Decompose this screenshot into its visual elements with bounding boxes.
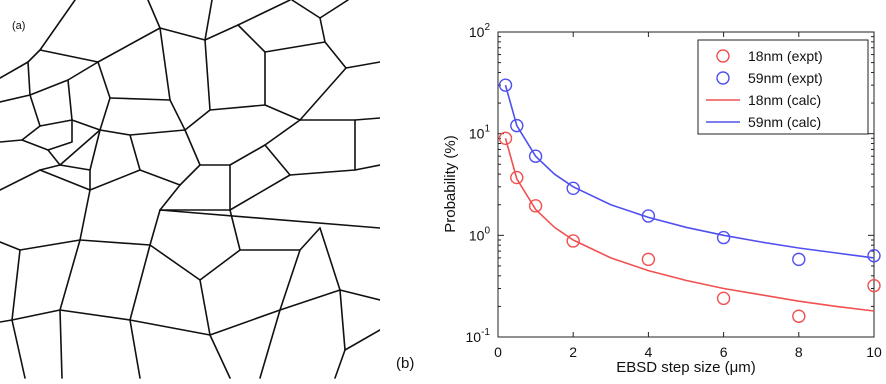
legend-marker	[716, 49, 730, 63]
x-tick-label: 2	[569, 344, 577, 360]
grain-boundaries	[0, 0, 381, 379]
legend-entry-label: 18nm (expt)	[748, 48, 823, 64]
data-point	[528, 149, 543, 163]
data-point	[566, 234, 580, 248]
x-tick-label: 6	[720, 344, 728, 360]
y-tick-label: 100	[469, 225, 491, 243]
data-point	[867, 249, 881, 263]
legend-entry-label: 59nm (expt)	[748, 70, 823, 86]
x-axis-ticks: 0 2 4 6 8 10	[494, 32, 882, 360]
data-point	[716, 291, 731, 306]
data-point	[510, 118, 524, 133]
data-point	[510, 170, 524, 185]
legend-entry-label: 18nm (calc)	[748, 92, 821, 108]
data-point	[867, 278, 881, 293]
x-tick-label: 0	[494, 344, 502, 360]
data-point	[792, 309, 806, 323]
legend-marker	[716, 71, 730, 85]
series-line	[504, 138, 875, 312]
y-tick-label: 102	[469, 22, 491, 40]
y-axis-label: Probability (%)	[442, 135, 459, 233]
data-point	[641, 209, 656, 223]
y-axis-ticks: 10-1 100 101 102	[466, 22, 874, 345]
data-point	[498, 131, 513, 146]
panel-b-label: (b)	[396, 355, 414, 372]
data-point	[716, 230, 731, 245]
x-tick-label: 8	[795, 344, 803, 360]
panel-a-label: (a)	[12, 20, 25, 32]
x-tick-label: 10	[866, 344, 882, 360]
data-point	[566, 181, 580, 196]
probability-chart: 0 2 4 6 8 10 10-1 100 101 102 EBSD step size (μm…	[396, 22, 882, 376]
data-point	[528, 199, 543, 213]
y-tick-label: 101	[469, 124, 491, 142]
data-point	[792, 252, 806, 267]
series-line	[504, 84, 875, 259]
y-tick-label: 10-1	[466, 327, 491, 345]
data-point	[641, 252, 656, 267]
grain-network-drawing: (a)	[0, 0, 381, 379]
legend-box	[697, 39, 869, 135]
grain-network-panel: (a)	[0, 0, 381, 379]
probability-chart-panel: 0 2 4 6 8 10 10-1 100 101 102 EBSD step size (μm…	[380, 0, 886, 379]
legend: 18nm (expt) 59nm (expt) 18nm (calc) 59nm (c…	[697, 39, 869, 135]
series-layer	[498, 78, 881, 323]
x-tick-label: 4	[645, 344, 653, 360]
data-point	[498, 78, 513, 92]
legend-entry-label: 59nm (calc)	[748, 114, 821, 130]
x-axis-label: EBSD step size (μm)	[616, 359, 756, 376]
